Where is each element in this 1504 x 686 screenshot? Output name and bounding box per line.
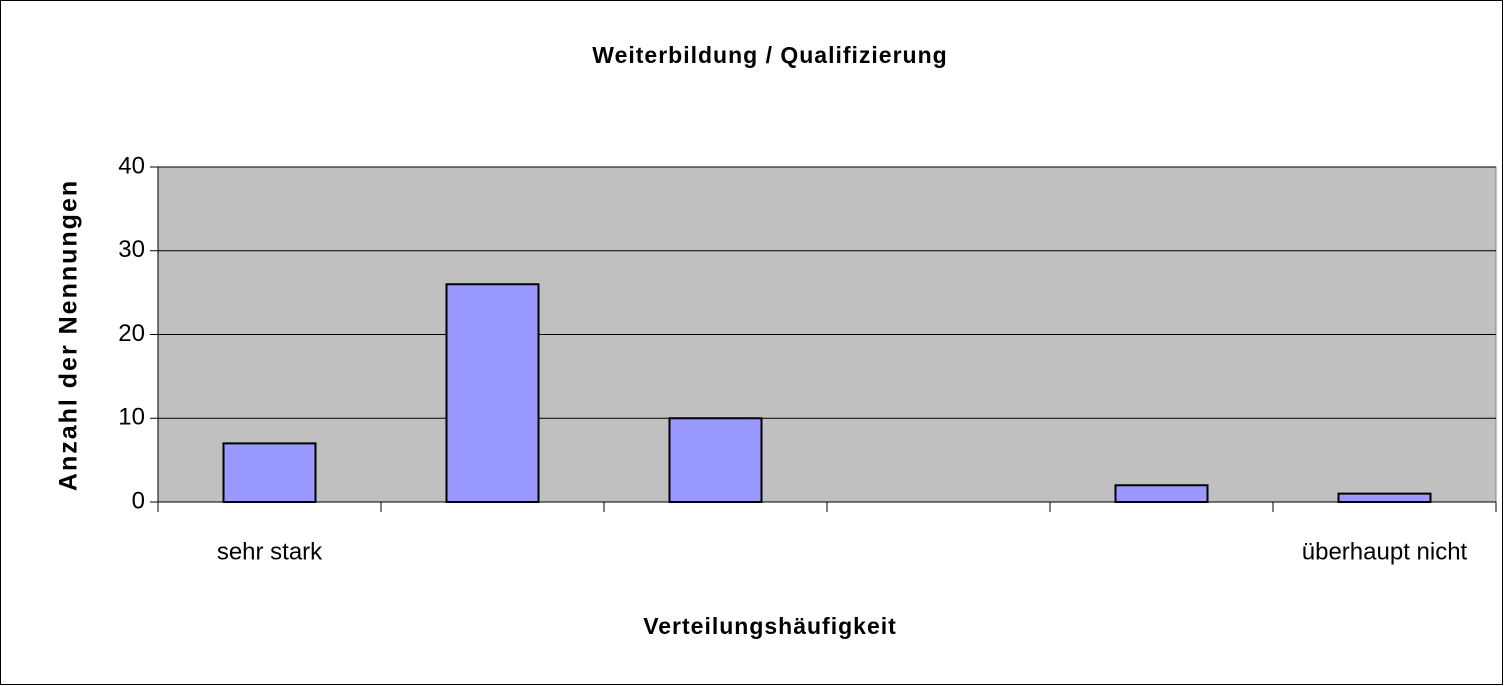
y-tick-label: 0 (132, 487, 145, 514)
y-tick-label: 30 (118, 236, 145, 263)
y-tick-label: 20 (118, 320, 145, 347)
x-axis-label: Verteilungshäufigkeit (643, 613, 897, 639)
bar (1114, 484, 1209, 503)
bar (1337, 492, 1432, 503)
chart-title: Weiterbildung / Qualifizierung (592, 42, 947, 68)
y-tick-label: 10 (118, 404, 145, 431)
y-axis-label: Anzahl der Nennungen (55, 179, 83, 491)
bar (222, 442, 317, 503)
bar (445, 283, 540, 503)
y-tick-label: 40 (118, 152, 145, 179)
bar (668, 417, 763, 503)
x-tick-label: überhaupt nicht (1302, 538, 1468, 565)
x-tick-label: sehr stark (217, 538, 323, 565)
